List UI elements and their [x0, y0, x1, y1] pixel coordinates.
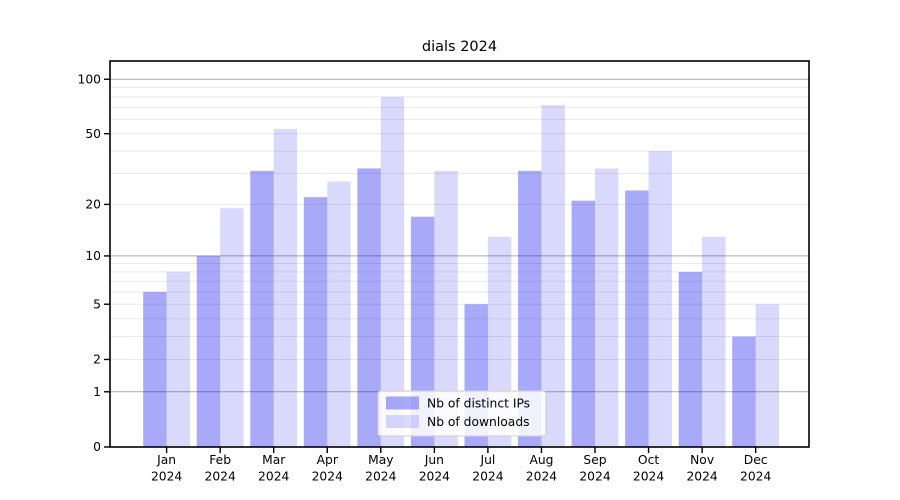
y-tick-label: 2 — [93, 353, 101, 367]
x-tick-label-year: 2024 — [258, 470, 289, 484]
legend-swatch-ips — [386, 396, 419, 410]
y-tick-label: 100 — [78, 72, 101, 86]
x-tick-label-month: Aug — [529, 453, 553, 467]
legend-swatch-downloads — [386, 415, 419, 428]
x-tick-label-year: 2024 — [419, 470, 450, 484]
x-tick-label-year: 2024 — [579, 470, 610, 484]
x-tick-label-year: 2024 — [526, 470, 557, 484]
bar-ips-jun — [410, 216, 435, 447]
bar-ips-oct — [625, 190, 649, 447]
bar-ips-jan — [143, 291, 167, 447]
plot-frame — [109, 60, 810, 448]
x-tick-label-month: Feb — [209, 453, 231, 467]
bar-ips-sep — [571, 200, 595, 447]
bar-downloads-mar — [273, 129, 298, 447]
bar-ips-aug — [518, 170, 542, 448]
x-tick-label-year: 2024 — [686, 470, 717, 484]
bar-downloads-aug — [541, 105, 565, 448]
bar-ips-mar — [250, 170, 274, 448]
bar-downloads-dec — [755, 304, 780, 447]
y-tick-label: 10 — [85, 249, 101, 263]
x-tick-label-month: May — [368, 453, 393, 467]
bar-downloads-sep — [595, 168, 619, 447]
y-tick-label: 0 — [93, 440, 101, 454]
bar-downloads-oct — [648, 151, 672, 447]
bar-ips-may — [357, 168, 381, 447]
y-tick-label: 5 — [93, 297, 101, 311]
x-tick-label-month: Jun — [424, 453, 444, 467]
x-tick-label-month: Mar — [262, 453, 286, 467]
bar-ips-apr — [303, 197, 328, 447]
bar-downloads-nov — [702, 236, 726, 447]
bar-downloads-feb — [220, 208, 244, 447]
x-tick-label-year: 2024 — [472, 470, 503, 484]
x-tick-label-year: 2024 — [312, 470, 343, 484]
legend: Nb of distinct IPs Nb of downloads — [377, 390, 547, 437]
x-tick-label-year: 2024 — [740, 470, 771, 484]
bar-downloads-may — [380, 96, 405, 448]
x-tick-label-year: 2024 — [151, 470, 182, 484]
x-tick-label-month: Sep — [583, 453, 606, 467]
x-tick-label-year: 2024 — [205, 470, 236, 484]
bar-downloads-jan — [166, 271, 190, 447]
bar-downloads-jun — [434, 170, 458, 448]
x-tick-label-month: Apr — [317, 453, 339, 467]
x-tick-label-month: Jul — [479, 453, 495, 467]
x-tick-label-month: Nov — [690, 453, 714, 467]
bar-ips-feb — [196, 255, 221, 447]
chart-title: dials 2024 — [422, 39, 497, 55]
x-tick-label-year: 2024 — [365, 470, 396, 484]
y-tick-label: 1 — [93, 385, 101, 399]
legend-box — [377, 390, 547, 437]
x-tick-label-year: 2024 — [633, 470, 664, 484]
legend-label-downloads: Nb of downloads — [427, 415, 530, 429]
bar-ips-dec — [732, 336, 756, 447]
y-tick-label: 50 — [85, 127, 101, 141]
bar-ips-nov — [678, 271, 703, 447]
x-tick-label-month: Jan — [156, 453, 176, 467]
x-tick-label-month: Dec — [744, 453, 768, 467]
legend-label-ips: Nb of distinct IPs — [427, 397, 530, 411]
x-tick-label-month: Oct — [638, 453, 659, 467]
y-tick-label: 20 — [85, 198, 101, 212]
bar-downloads-apr — [327, 181, 351, 448]
